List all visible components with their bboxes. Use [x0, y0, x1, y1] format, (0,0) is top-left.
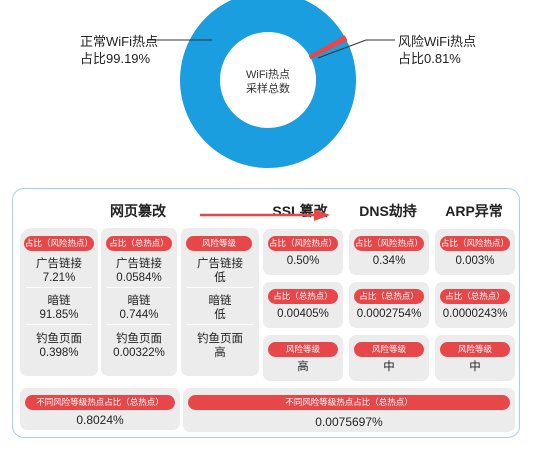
dns-risk-share-pill: 占比（风险热点） — [354, 236, 424, 251]
callout-normal-value: 占比99.19% — [80, 51, 151, 66]
web-card-risk-level — [181, 228, 259, 376]
donut-center-label: WiFi热点 采样总数 — [222, 68, 314, 96]
web-total-row-phishing: 钓鱼页面 0.00322% — [101, 332, 177, 360]
row-name: 广告链接 — [36, 258, 82, 270]
row-name: 钓鱼页面 — [36, 333, 82, 345]
web-risk-row-ad: 广告链接 7.21% — [20, 257, 98, 285]
ssl-total-share-pill: 占比（总热点） — [268, 289, 338, 304]
web-card-risk-share-pill: 占比（风险热点） — [24, 236, 94, 251]
dns-risk-share-value: 0.34% — [372, 255, 406, 267]
header-web-tamper: 网页篡改 — [110, 203, 166, 219]
arp-risk-level-pill: 风险等级 — [440, 342, 510, 357]
callout-risk-value: 占比0.81% — [398, 51, 461, 66]
ssl-total-share-value: 0.00405% — [277, 308, 329, 320]
row-value: 7.21% — [42, 272, 76, 284]
arp-risk-share-pill: 占比（风险热点） — [440, 236, 510, 251]
web-level-row-ad: 广告链接 低 — [181, 257, 259, 285]
row-name: 钓鱼页面 — [197, 333, 243, 345]
callout-risk: 风险WiFi热点 占比0.81% — [398, 33, 476, 67]
dns-total-share-pill: 占比（总热点） — [354, 289, 424, 304]
row-name: 暗链 — [127, 295, 151, 307]
web-total-row-ad: 广告链接 0.0584% — [101, 257, 177, 285]
footer-right-pill: 不同风险等级热点占比（总热点） — [188, 395, 510, 410]
row-value: 高 — [214, 347, 226, 359]
web-total-row-darklink: 暗链 0.744% — [101, 294, 177, 322]
donut-center-line1: WiFi热点 — [246, 69, 290, 81]
web-card-risk-level-pill: 风险等级 — [186, 236, 252, 251]
web-risk-row-phishing: 钓鱼页面 0.398% — [20, 332, 98, 360]
arp-total-share-pill: 占比（总热点） — [440, 289, 510, 304]
header-arp-anomaly: ARP异常 — [445, 203, 503, 219]
web-risk-row-darklink: 暗链 91.85% — [20, 294, 98, 322]
ssl-risk-share-pill: 占比（风险热点） — [268, 236, 338, 251]
dns-total-share-value: 0.0002754% — [356, 308, 422, 320]
divider — [107, 287, 171, 288]
arp-total-share-value: 0.0000243% — [442, 308, 508, 320]
row-name: 钓鱼页面 — [116, 333, 162, 345]
arp-risk-level-value: 中 — [469, 361, 481, 373]
divider — [26, 287, 92, 288]
footer-left-value: 0.8024% — [76, 413, 124, 427]
web-level-row-darklink: 暗链 低 — [181, 294, 259, 322]
row-value: 91.85% — [39, 309, 79, 321]
dns-risk-level-value: 中 — [383, 361, 395, 373]
arrow-icon — [200, 209, 330, 221]
row-name: 暗链 — [47, 295, 71, 307]
row-value: 0.0584% — [116, 272, 162, 284]
divider — [26, 324, 92, 325]
ssl-risk-share-value: 0.50% — [286, 255, 320, 267]
ssl-risk-level-pill: 风险等级 — [268, 342, 338, 357]
ssl-risk-level-value: 高 — [297, 361, 309, 373]
divider — [187, 287, 253, 288]
row-value: 0.398% — [39, 347, 79, 359]
callout-line-risk — [317, 39, 367, 59]
donut-center-line2: 采样总数 — [246, 83, 290, 95]
row-name: 广告链接 — [197, 258, 243, 270]
footer-left-pill: 不同风险等级热点占比（总热点） — [25, 395, 175, 410]
row-value: 0.00322% — [113, 347, 165, 359]
web-card-risk-share — [20, 228, 98, 376]
arp-risk-share-value: 0.003% — [455, 255, 495, 267]
row-value: 低 — [214, 272, 226, 284]
divider — [187, 324, 253, 325]
row-value: 低 — [214, 309, 226, 321]
donut-chart — [148, 0, 395, 168]
dns-risk-level-pill: 风险等级 — [354, 342, 424, 357]
donut-slice-risk — [308, 35, 348, 60]
callout-normal-name: 正常WiFi热点 — [80, 34, 158, 49]
web-card-total-share — [101, 228, 177, 376]
callout-normal: 正常WiFi热点 占比99.19% — [80, 33, 158, 67]
row-name: 广告链接 — [116, 258, 162, 270]
footer-right-value: 0.0075697% — [315, 415, 383, 429]
row-value: 0.744% — [119, 309, 159, 321]
callout-risk-name: 风险WiFi热点 — [398, 34, 476, 49]
web-card-total-share-pill: 占比（总热点） — [106, 236, 172, 251]
web-level-row-phishing: 钓鱼页面 高 — [181, 332, 259, 360]
header-dns-hijack: DNS劫持 — [359, 203, 417, 219]
row-name: 暗链 — [208, 295, 232, 307]
donut-slice-normal — [180, 0, 356, 168]
divider — [107, 324, 171, 325]
